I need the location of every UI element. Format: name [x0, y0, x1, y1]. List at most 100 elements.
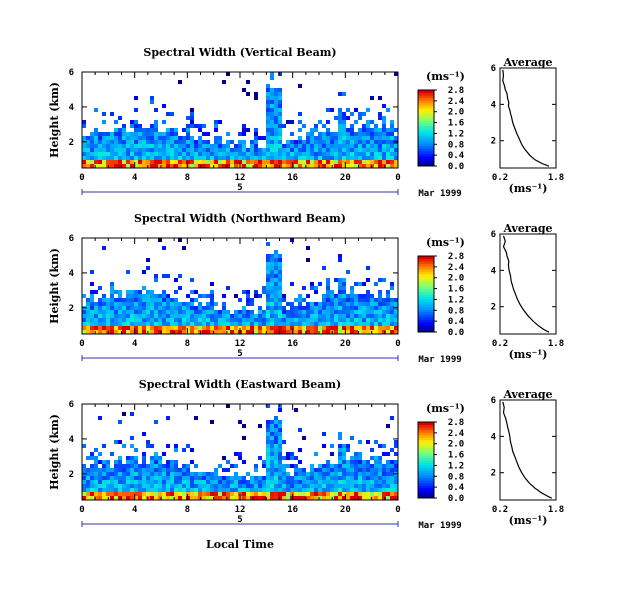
- vertical-heatmap-cell: [246, 148, 250, 152]
- northward-heatmap-cell: [338, 294, 342, 298]
- eastward-heatmap-cell: [166, 416, 170, 420]
- vertical-heatmap-cell: [214, 148, 218, 152]
- vertical-heatmap-cell: [162, 156, 166, 160]
- eastward-heatmap-cell: [382, 480, 386, 484]
- vertical-heatmap-cell: [202, 124, 206, 128]
- vertical-heatmap-cell: [142, 152, 146, 156]
- eastward-heatmap-cell: [102, 468, 106, 472]
- eastward-heatmap-cell: [98, 460, 102, 464]
- eastward-heatmap-cell: [286, 496, 290, 500]
- northward-heatmap-cell: [338, 282, 342, 286]
- northward-heatmap-cell: [118, 306, 122, 310]
- northward-heatmap-cell: [354, 282, 358, 286]
- eastward-heatmap-cell: [162, 452, 166, 456]
- eastward-heatmap-cell: [390, 488, 394, 492]
- vertical-heatmap-cell: [282, 144, 286, 148]
- northward-heatmap-cell: [202, 318, 206, 322]
- eastward-heatmap-cell: [274, 476, 278, 480]
- northward-heatmap-cell: [242, 326, 246, 330]
- eastward-heatmap-cell: [390, 416, 394, 420]
- vertical-heatmap-cell: [194, 124, 198, 128]
- avg-y-tick-label: 4: [491, 100, 497, 110]
- northward-heatmap-cell: [194, 310, 198, 314]
- northward-heatmap-cell: [138, 298, 142, 302]
- northward-heatmap-cell: [150, 326, 154, 330]
- vertical-heatmap-cell: [190, 124, 194, 128]
- eastward-heatmap-cell: [226, 404, 230, 408]
- vertical-heatmap-cell: [374, 128, 378, 132]
- vertical-heatmap-cell: [354, 156, 358, 160]
- eastward-heatmap-cell: [346, 480, 350, 484]
- eastward-heatmap-cell: [138, 476, 142, 480]
- northward-heatmap-cell: [274, 278, 278, 282]
- eastward-heatmap-cell: [254, 484, 258, 488]
- northward-heatmap-cell: [190, 318, 194, 322]
- northward-heatmap-cell: [386, 322, 390, 326]
- eastward-heatmap-cell: [194, 484, 198, 488]
- northward-heatmap-cell: [318, 306, 322, 310]
- eastward-heatmap-cell: [190, 448, 194, 452]
- eastward-heatmap-cell: [286, 476, 290, 480]
- eastward-heatmap-cell: [198, 480, 202, 484]
- vertical-heatmap-cell: [230, 160, 234, 164]
- northward-heatmap-cell: [90, 330, 94, 334]
- vertical-heatmap-cell: [122, 160, 126, 164]
- colorbar-swatch: [418, 148, 434, 152]
- eastward-heatmap-cell: [310, 488, 314, 492]
- northward-heatmap-cell: [306, 294, 310, 298]
- vertical-heatmap-cell: [198, 128, 202, 132]
- colorbar-tick-label: 2.0: [448, 440, 464, 450]
- northward-heatmap-cell: [362, 294, 366, 298]
- northward-heatmap-cell: [386, 294, 390, 298]
- eastward-heatmap-cell: [266, 460, 270, 464]
- northward-heatmap-cell: [270, 294, 274, 298]
- vertical-heatmap-cell: [370, 96, 374, 100]
- vertical-heatmap-cell: [366, 144, 370, 148]
- northward-heatmap-cell: [154, 298, 158, 302]
- eastward-heatmap-cell: [170, 460, 174, 464]
- eastward-heatmap-cell: [86, 492, 90, 496]
- eastward-heatmap-cell: [230, 492, 234, 496]
- northward-heatmap-cell: [330, 294, 334, 298]
- eastward-heatmap-cell: [82, 496, 86, 500]
- vertical-colorbar: [417, 89, 437, 167]
- eastward-heatmap-cell: [186, 480, 190, 484]
- eastward-heatmap-cell: [238, 420, 242, 424]
- northward-heatmap-cell: [350, 318, 354, 322]
- vertical-heatmap-cell: [254, 152, 258, 156]
- eastward-heatmap-cell: [110, 468, 114, 472]
- eastward-heatmap-cell: [234, 480, 238, 484]
- eastward-heatmap-cell: [222, 456, 226, 460]
- northward-heatmap-cell: [134, 302, 138, 306]
- eastward-heatmap-cell: [386, 496, 390, 500]
- northward-heatmap-cell: [222, 294, 226, 298]
- vertical-heatmap-cell: [122, 132, 126, 136]
- eastward-heatmap-cell: [194, 492, 198, 496]
- eastward-heatmap-cell: [158, 468, 162, 472]
- eastward-heatmap-cell: [226, 484, 230, 488]
- eastward-heatmap-cell: [150, 484, 154, 488]
- vertical-heatmap-cell: [134, 152, 138, 156]
- vertical-heatmap-cell: [138, 124, 142, 128]
- vertical-heatmap-cell: [366, 156, 370, 160]
- eastward-heatmap-cell: [294, 484, 298, 488]
- vertical-heatmap-cell: [130, 140, 134, 144]
- colorbar-swatch: [418, 258, 434, 262]
- northward-heatmap-cell: [270, 258, 274, 262]
- eastward-heatmap-cell: [90, 480, 94, 484]
- northward-heatmap-cell: [242, 310, 246, 314]
- vertical-heatmap-cell: [394, 164, 398, 168]
- northward-heatmap-cell: [258, 326, 262, 330]
- vertical-heatmap-cell: [362, 144, 366, 148]
- vertical-heatmap-cell: [94, 148, 98, 152]
- eastward-heatmap-cell: [274, 488, 278, 492]
- vertical-heatmap-cell: [298, 140, 302, 144]
- northward-heatmap-cell: [206, 294, 210, 298]
- vertical-heatmap-cell: [150, 128, 154, 132]
- eastward-heatmap-cell: [114, 476, 118, 480]
- vertical-heatmap-cell: [274, 124, 278, 128]
- northward-heatmap-cell: [146, 318, 150, 322]
- vertical-heatmap-cell: [270, 108, 274, 112]
- vertical-heatmap-cell: [150, 164, 154, 168]
- vertical-heatmap-cell: [394, 160, 398, 164]
